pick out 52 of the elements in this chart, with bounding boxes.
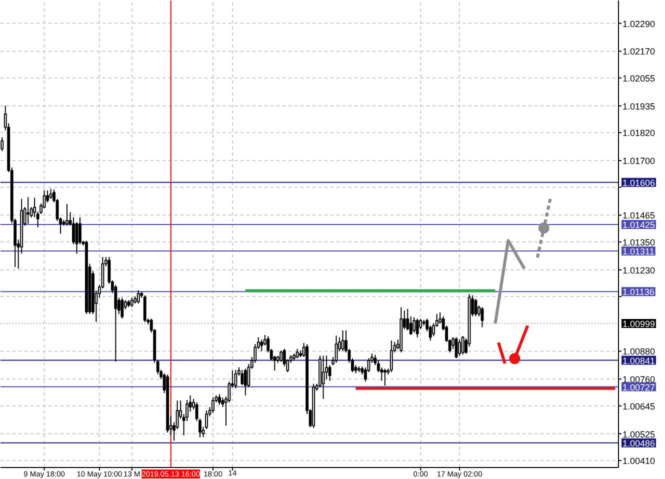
line-series bbox=[536, 197, 552, 259]
y-tick-label: 1.02055 bbox=[622, 73, 656, 84]
candlestick bbox=[461, 336, 464, 356]
candlestick bbox=[383, 368, 386, 386]
candlestick bbox=[120, 297, 124, 320]
candlestick bbox=[244, 368, 247, 396]
y-tick-label: 1.01465 bbox=[622, 210, 656, 221]
candlestick bbox=[114, 284, 118, 362]
candlestick bbox=[296, 348, 299, 359]
candlestick bbox=[458, 339, 462, 356]
ref-line-label: 1.01606 bbox=[622, 178, 656, 188]
candlestick bbox=[322, 355, 325, 400]
candlestick bbox=[218, 394, 221, 406]
candlestick bbox=[143, 294, 146, 323]
y-tick-label: 1.01820 bbox=[622, 128, 656, 138]
candlestick bbox=[240, 369, 244, 386]
candlestick bbox=[49, 188, 52, 200]
candlestick bbox=[26, 196, 30, 224]
ref-line-label: 1.00727 bbox=[622, 382, 656, 392]
ref-line-label: 1.01425 bbox=[622, 220, 656, 230]
candlestick bbox=[212, 396, 214, 414]
y-tick-label: 1.00525 bbox=[622, 429, 656, 440]
ref-line-label: 1.01311 bbox=[622, 246, 654, 256]
candlestick bbox=[454, 336, 458, 359]
y-tick-label: 1.02290 bbox=[622, 18, 656, 29]
y-tick-label: 1.01935 bbox=[622, 101, 656, 112]
ref-line-label: 1.00999 bbox=[622, 319, 656, 330]
y-tick-label: 1.00410 bbox=[622, 456, 656, 466]
line-series bbox=[494, 239, 526, 326]
y-tick-label: 1.01700 bbox=[622, 156, 656, 166]
candlestick bbox=[66, 204, 68, 226]
candlestick bbox=[234, 369, 238, 389]
y-tick-label: 1.00880 bbox=[622, 346, 656, 357]
ref-line-label: 1.00841 bbox=[622, 356, 656, 366]
candlestick bbox=[406, 308, 410, 331]
candlestick bbox=[412, 316, 416, 334]
y-tick-label: 1.01230 bbox=[622, 265, 656, 276]
candlestick bbox=[341, 330, 344, 352]
candlestick bbox=[260, 339, 264, 352]
y-tick-label: 1.02170 bbox=[622, 46, 656, 57]
y-tick-label: 1.00645 bbox=[622, 401, 656, 412]
candlestick bbox=[0, 136, 4, 152]
candlestick bbox=[130, 297, 134, 308]
y-tick-label: 1.01350 bbox=[622, 237, 656, 248]
ref-line-label: 1.00486 bbox=[622, 438, 656, 448]
y-tick-label: 1.00760 bbox=[622, 374, 656, 385]
candlestick bbox=[78, 216, 82, 245]
candlestick bbox=[136, 290, 140, 304]
candlestick bbox=[416, 318, 419, 338]
candlestick bbox=[390, 340, 393, 373]
candlestick bbox=[280, 350, 283, 362]
ref-line-label: 1.01136 bbox=[622, 287, 654, 298]
